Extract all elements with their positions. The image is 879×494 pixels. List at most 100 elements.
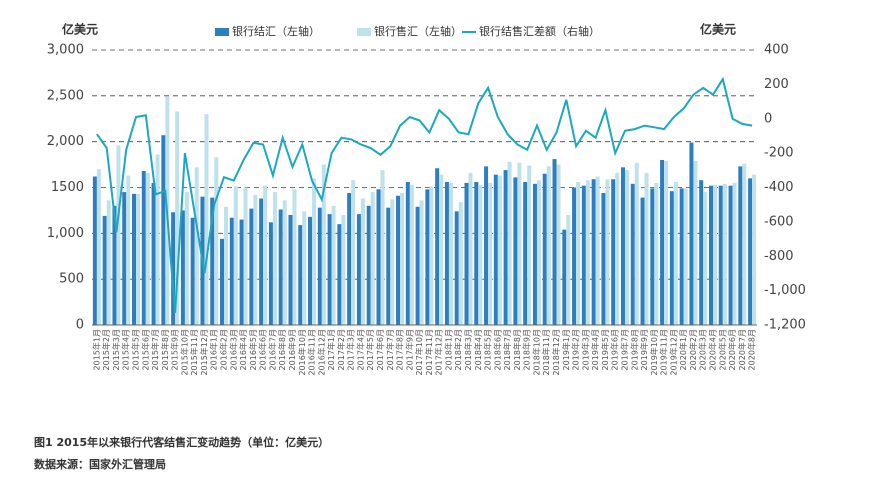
bar xyxy=(693,160,698,325)
x-tick-label: 2016年9月 xyxy=(287,329,297,370)
bar xyxy=(732,182,737,325)
bar xyxy=(650,188,655,325)
x-tick-label: 2019年7月 xyxy=(619,329,629,370)
x-tick-label: 2017年9月 xyxy=(404,329,414,370)
bar xyxy=(141,171,146,325)
bar xyxy=(624,170,629,325)
bar xyxy=(718,185,723,325)
bar xyxy=(552,159,557,325)
legend-swatch xyxy=(357,28,371,36)
bar xyxy=(224,206,229,325)
x-tick-label: 2016年6月 xyxy=(258,329,268,370)
y2-tick-label: -200 xyxy=(764,146,794,161)
bar xyxy=(312,178,317,325)
bar xyxy=(380,170,385,325)
bar xyxy=(429,186,434,325)
x-tick-label: 2016年1月 xyxy=(209,329,219,370)
x-tick-label: 2016年2月 xyxy=(219,329,229,370)
bar xyxy=(220,238,225,325)
bar xyxy=(585,180,590,325)
bar xyxy=(439,174,444,325)
bar xyxy=(400,193,405,325)
bar xyxy=(145,172,150,325)
x-tick-label: 2015年7月 xyxy=(150,329,160,370)
bar xyxy=(581,185,586,325)
bar xyxy=(180,210,185,325)
y2-axis-label: 亿美元 xyxy=(700,22,736,37)
x-tick-label: 2020年4月 xyxy=(707,329,717,370)
bar xyxy=(478,184,483,325)
bar xyxy=(259,198,264,325)
x-tick-label: 2018年3月 xyxy=(463,329,473,370)
bar xyxy=(654,182,659,325)
bar xyxy=(214,157,219,325)
x-tick-label: 2018年1月 xyxy=(443,329,453,370)
x-tick-label: 2019年10月 xyxy=(649,329,659,376)
y2-tick-label: -600 xyxy=(764,214,794,229)
x-tick-label: 2016年11月 xyxy=(307,329,317,376)
bar xyxy=(308,216,313,325)
x-tick-label: 2020年1月 xyxy=(678,329,688,370)
x-tick-label: 2018年5月 xyxy=(483,329,493,370)
bar xyxy=(660,160,665,325)
bar xyxy=(532,183,537,325)
bar xyxy=(317,207,322,325)
bar xyxy=(708,185,713,325)
bar xyxy=(644,172,649,325)
x-tick-label: 2019年11月 xyxy=(659,329,669,376)
bar xyxy=(126,175,131,325)
bar xyxy=(405,182,410,325)
bar xyxy=(566,215,571,325)
bar xyxy=(712,184,717,325)
x-tick-label: 2020年6月 xyxy=(727,329,737,370)
x-tick-label: 2018年2月 xyxy=(453,329,463,370)
bar xyxy=(132,193,137,325)
x-tick-label: 2020年5月 xyxy=(717,329,727,370)
x-tick-label: 2016年10月 xyxy=(297,329,307,376)
bar xyxy=(239,219,244,325)
legend-label: 银行结售汇差额（右轴） xyxy=(479,24,600,38)
bar xyxy=(419,200,424,325)
line xyxy=(96,76,753,314)
bar xyxy=(351,180,356,325)
y-tick-label: 2,000 xyxy=(47,134,84,149)
bar xyxy=(360,198,365,325)
x-tick-label: 2020年7月 xyxy=(737,329,747,370)
x-tick-label: 2015年9月 xyxy=(170,329,180,370)
bar xyxy=(556,164,561,325)
bar xyxy=(136,193,141,325)
x-tick-label: 2019年2月 xyxy=(571,329,581,370)
bar xyxy=(742,163,747,325)
bar xyxy=(112,205,117,325)
bar xyxy=(634,162,639,325)
x-tick-label: 2019年6月 xyxy=(610,329,620,370)
bar xyxy=(517,162,522,325)
legend-label: 银行售汇（左轴） xyxy=(374,24,462,38)
x-tick-label: 2018年7月 xyxy=(502,329,512,370)
bar xyxy=(620,167,625,325)
bar xyxy=(376,189,381,325)
y2-tick-label: -800 xyxy=(764,249,794,264)
x-tick-label: 2015年6月 xyxy=(140,329,150,370)
x-tick-label: 2015年3月 xyxy=(111,329,121,370)
bar xyxy=(683,188,688,325)
bar xyxy=(507,161,512,325)
x-tick-label: 2017年12月 xyxy=(434,329,444,376)
bar xyxy=(175,111,180,326)
x-tick-label: 2020年8月 xyxy=(747,329,757,370)
x-tick-label: 2016年4月 xyxy=(238,329,248,370)
bar xyxy=(253,194,258,325)
bar xyxy=(669,191,674,325)
y-tick-label: 1,000 xyxy=(47,226,84,241)
x-tick-label: 2019年3月 xyxy=(580,329,590,370)
bar xyxy=(448,182,453,325)
bar xyxy=(288,215,293,325)
x-tick-label: 2018年4月 xyxy=(473,329,483,370)
y-axis-label: 亿美元 xyxy=(62,22,98,37)
x-tick-label: 2015年12月 xyxy=(199,329,209,376)
bar xyxy=(591,179,596,325)
bar xyxy=(102,215,107,325)
bar xyxy=(640,197,645,325)
bar xyxy=(155,154,160,325)
